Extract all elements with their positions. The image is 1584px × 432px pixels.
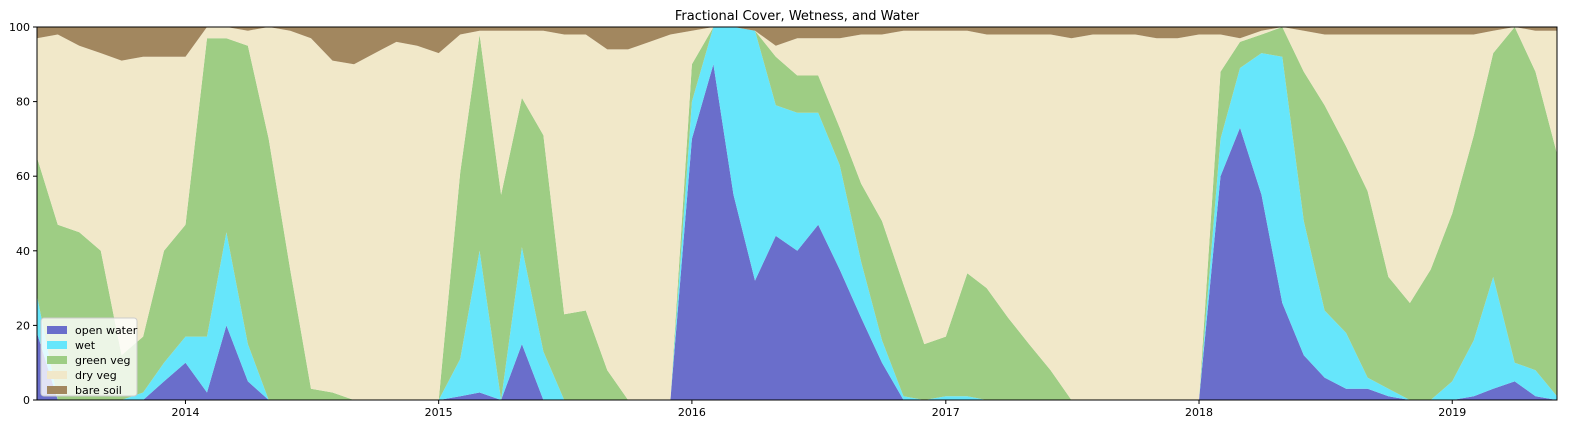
legend-label-open-water: open water (75, 324, 138, 337)
y-tick-label: 0 (23, 394, 30, 407)
legend-swatch-green-veg (47, 356, 67, 364)
x-tick-label: 2014 (171, 406, 199, 419)
x-tick-label: 2017 (932, 406, 960, 419)
legend-label-wet: wet (75, 339, 96, 352)
chart-title: Fractional Cover, Wetness, and Water (675, 9, 920, 24)
x-tick-label: 2019 (1438, 406, 1466, 419)
series-area-open-water (37, 64, 1557, 401)
series-area-bare-soil (37, 27, 1557, 65)
legend-label-dry-veg: dry veg (75, 369, 117, 382)
legend-swatch-wet (47, 341, 67, 349)
y-tick-label: 20 (16, 319, 30, 332)
legend-swatch-bare-soil (47, 386, 67, 394)
x-axis: 2014 2015 2016 2017 2018 2019 (171, 400, 1466, 419)
y-axis: 0 20 40 60 80 100 (9, 21, 37, 407)
y-tick-label: 80 (16, 96, 30, 109)
y-tick-label: 40 (16, 245, 30, 258)
x-tick-label: 2015 (425, 406, 453, 419)
legend-swatch-open-water (47, 326, 67, 334)
legend-swatch-dry-veg (47, 371, 67, 379)
x-tick-label: 2016 (678, 406, 706, 419)
y-tick-label: 60 (16, 170, 30, 183)
series-area-wet (37, 27, 1557, 400)
series-area-dry-veg (37, 27, 1557, 400)
series-area-green-veg (37, 27, 1557, 400)
x-tick-label: 2018 (1185, 406, 1213, 419)
legend: open water wet green veg dry veg bare soil (40, 317, 138, 397)
plot-frame (36, 26, 1558, 401)
legend-label-green-veg: green veg (75, 354, 131, 367)
y-tick-label: 100 (9, 21, 30, 34)
plot-area (37, 27, 1557, 401)
legend-label-bare-soil: bare soil (75, 384, 122, 397)
